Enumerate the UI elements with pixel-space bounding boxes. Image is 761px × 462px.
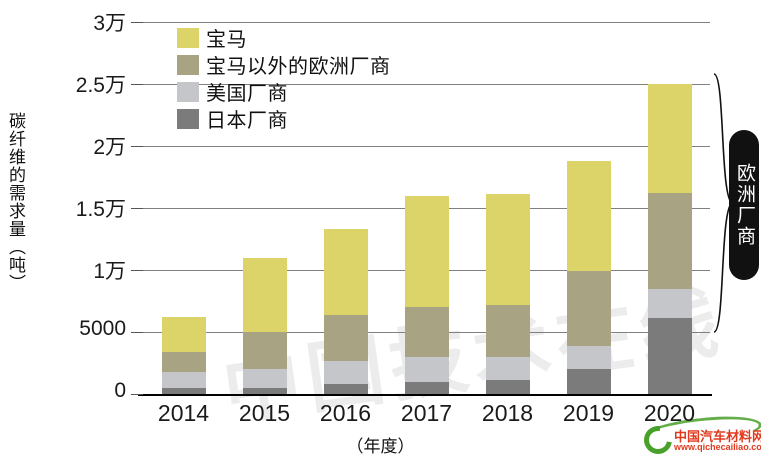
- y-axis-tick-label: 0: [114, 379, 126, 402]
- bar-segment: [485, 356, 530, 381]
- site-logo-watermark: 中国汽车材料网 www.qichecailiao.com: [638, 411, 761, 460]
- legend-item: 宝马: [177, 24, 391, 51]
- bar-segment: [485, 304, 530, 357]
- bar-column: [647, 22, 692, 394]
- bar-segment: [647, 288, 692, 319]
- plot-area: [138, 22, 712, 396]
- bar-column: [323, 22, 368, 394]
- y-axis-tick-mark: [131, 332, 143, 333]
- legend-item-label: 宝马: [206, 29, 247, 51]
- y-axis-tick-mark: [131, 208, 143, 209]
- bar-segment: [242, 332, 287, 370]
- bar-segment: [404, 356, 449, 382]
- bar-segment: [566, 369, 611, 394]
- y-axis-tick-label: 3万: [93, 12, 126, 35]
- y-axis-tick-mark: [131, 22, 143, 23]
- bar-segment: [161, 351, 206, 372]
- x-axis-tick-label: 2016: [319, 400, 372, 426]
- x-axis-tick-label: 2015: [238, 400, 291, 426]
- y-axis-tick-mark: [131, 84, 143, 85]
- x-axis-line: [138, 394, 712, 396]
- legend-swatch-icon: [177, 108, 199, 129]
- y-axis-tick-mark: [131, 270, 143, 271]
- gridline: [143, 22, 710, 23]
- bar-column: [566, 22, 611, 394]
- bar-column: [242, 22, 287, 394]
- bar-segment: [566, 271, 611, 346]
- legend-item-label: 日本厂商: [206, 110, 288, 132]
- bar-segment: [161, 387, 206, 394]
- x-axis-tick-label: 2014: [157, 400, 210, 426]
- european-makers-badge-label: 欧洲厂商: [734, 163, 755, 247]
- bar-segment: [323, 384, 368, 394]
- bar-segment: [485, 380, 530, 394]
- y-axis-tick-label: 2万: [93, 136, 126, 159]
- bar-segment: [566, 160, 611, 272]
- bar-segment: [242, 257, 287, 332]
- bar-segment: [323, 229, 368, 315]
- legend-item: 日本厂商: [177, 105, 391, 132]
- y-axis-tick-mark: [131, 394, 143, 395]
- bar-segment: [161, 317, 206, 352]
- legend-swatch-icon: [177, 27, 199, 48]
- gridline: [143, 146, 710, 147]
- legend-item: 宝马以外的欧洲厂商: [177, 51, 391, 78]
- y-axis-tick-label: 1万: [93, 260, 126, 283]
- bar-segment: [242, 387, 287, 394]
- y-axis-tick-label: 1.5万: [75, 198, 126, 221]
- x-axis-title: （年度）: [346, 437, 415, 456]
- bar-segment: [647, 84, 692, 194]
- logo-site-url: www.qichecailiao.com: [674, 442, 761, 452]
- bar-segment: [242, 369, 287, 388]
- x-axis-tick-label: 2019: [562, 400, 615, 426]
- bar-segment: [404, 381, 449, 394]
- gridline: [143, 84, 710, 85]
- x-axis-tick-label: 2020: [643, 400, 696, 426]
- y-axis-title: 碳纤维的需求量（吨）: [6, 112, 25, 292]
- bar-segment: [647, 193, 692, 289]
- bar-segment: [647, 318, 692, 394]
- legend-swatch-icon: [177, 81, 199, 102]
- legend-item: 美国厂商: [177, 78, 391, 105]
- legend-swatch-icon: [177, 54, 199, 75]
- european-makers-badge: 欧洲厂商: [729, 130, 759, 280]
- legend-item-label: 宝马以外的欧洲厂商: [206, 56, 391, 78]
- bar-segment: [566, 345, 611, 370]
- y-axis-tick-label: 5000: [79, 317, 126, 340]
- bar-segment: [161, 371, 206, 388]
- legend-item-label: 美国厂商: [206, 83, 288, 105]
- bar-column: [161, 22, 206, 394]
- logo-site-name: 中国汽车材料网: [674, 429, 761, 444]
- y-axis-tick-label: 2.5万: [75, 74, 126, 97]
- y-axis-tick-mark: [131, 146, 143, 147]
- bar-segment: [404, 195, 449, 308]
- x-axis-tick-label: 2018: [481, 400, 534, 426]
- bar-column: [485, 22, 530, 394]
- bar-segment: [485, 194, 530, 305]
- bar-segment: [323, 360, 368, 385]
- x-axis-tick-label: 2017: [400, 400, 453, 426]
- chart-legend: 宝马宝马以外的欧洲厂商 美国厂商日本厂商: [177, 24, 391, 132]
- bar-segment: [323, 314, 368, 361]
- bar-segment: [404, 307, 449, 357]
- bar-column: [404, 22, 449, 394]
